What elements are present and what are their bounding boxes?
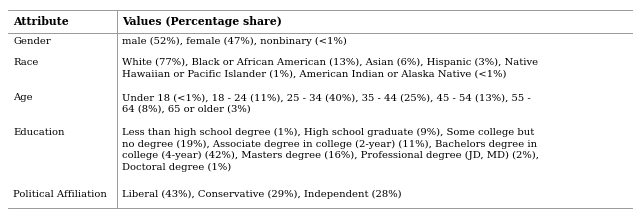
Text: Less than high school degree (1%), High school graduate (9%), Some college but
n: Less than high school degree (1%), High … [122, 128, 540, 172]
Text: Liberal (43%), Conservative (29%), Independent (28%): Liberal (43%), Conservative (29%), Indep… [122, 190, 402, 199]
Text: Under 18 (<1%), 18 - 24 (11%), 25 - 34 (40%), 35 - 44 (25%), 45 - 54 (13%), 55 -: Under 18 (<1%), 18 - 24 (11%), 25 - 34 (… [122, 93, 531, 114]
Text: Gender: Gender [13, 37, 51, 46]
Text: Attribute: Attribute [13, 16, 68, 27]
Text: Race: Race [13, 58, 38, 67]
Text: Age: Age [13, 93, 33, 102]
Text: male (52%), female (47%), nonbinary (<1%): male (52%), female (47%), nonbinary (<1%… [122, 37, 347, 46]
Text: Education: Education [13, 128, 65, 137]
Text: White (77%), Black or African American (13%), Asian (6%), Hispanic (3%), Native
: White (77%), Black or African American (… [122, 58, 538, 79]
Text: Political Affiliation: Political Affiliation [13, 190, 107, 199]
Text: Values (Percentage share): Values (Percentage share) [122, 16, 282, 27]
